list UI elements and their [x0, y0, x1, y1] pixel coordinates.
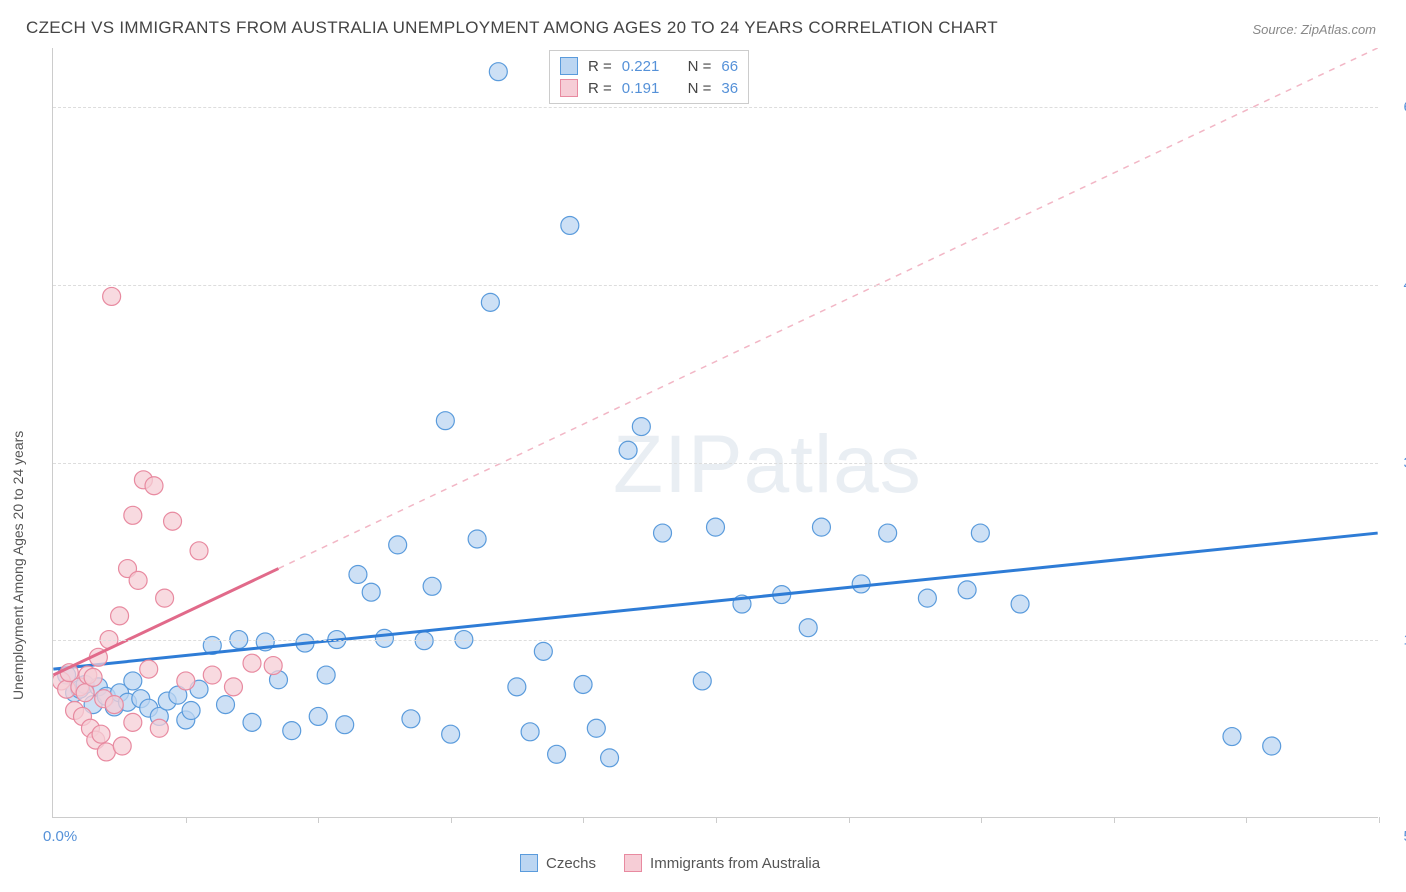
x-tick [849, 817, 850, 823]
x-tick [1379, 817, 1380, 823]
x-tick [583, 817, 584, 823]
y-axis-label: Unemployment Among Ages 20 to 24 years [10, 431, 26, 700]
r-value-immigrants: 0.191 [622, 80, 660, 97]
stats-row-czechs: R = 0.221 N = 66 [560, 55, 738, 77]
chart-title: CZECH VS IMMIGRANTS FROM AUSTRALIA UNEMP… [26, 18, 998, 38]
chart-svg [53, 48, 1378, 817]
gridline [53, 285, 1378, 286]
x-axis-min-label: 0.0% [43, 828, 77, 845]
n-label: N = [688, 58, 712, 75]
legend-swatch-czechs [520, 854, 538, 872]
n-value-immigrants: 36 [721, 80, 738, 97]
y-tick-label: 30.0% [1386, 454, 1406, 471]
stats-row-immigrants: R = 0.191 N = 36 [560, 77, 738, 99]
x-tick [1246, 817, 1247, 823]
stats-legend: R = 0.221 N = 66 R = 0.191 N = 36 [549, 50, 749, 104]
r-label: R = [588, 58, 612, 75]
n-value-czechs: 66 [721, 58, 738, 75]
x-tick [186, 817, 187, 823]
plot-area: R = 0.221 N = 66 R = 0.191 N = 36 ZIPatl… [52, 48, 1378, 818]
x-tick [318, 817, 319, 823]
n-label: N = [688, 80, 712, 97]
legend-label-czechs: Czechs [546, 855, 596, 872]
legend-swatch-immigrants [624, 854, 642, 872]
gridline [53, 640, 1378, 641]
gridline [53, 463, 1378, 464]
swatch-immigrants [560, 79, 578, 97]
x-tick [981, 817, 982, 823]
source-attribution: Source: ZipAtlas.com [1252, 22, 1376, 37]
gridline [53, 107, 1378, 108]
swatch-czechs [560, 57, 578, 75]
y-tick-label: 60.0% [1386, 99, 1406, 116]
r-label: R = [588, 80, 612, 97]
x-tick [716, 817, 717, 823]
legend-item-czechs: Czechs [520, 854, 596, 872]
bottom-legend: Czechs Immigrants from Australia [520, 854, 820, 872]
r-value-czechs: 0.221 [622, 58, 660, 75]
watermark: ZIPatlas [613, 418, 922, 512]
legend-label-immigrants: Immigrants from Australia [650, 855, 820, 872]
y-tick-label: 45.0% [1386, 276, 1406, 293]
x-tick [1114, 817, 1115, 823]
y-tick-label: 15.0% [1386, 632, 1406, 649]
x-tick [451, 817, 452, 823]
legend-item-immigrants: Immigrants from Australia [624, 854, 820, 872]
